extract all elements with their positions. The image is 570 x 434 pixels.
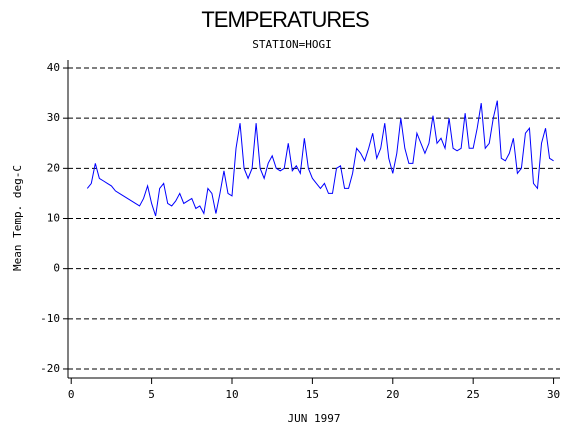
y-tick-label: 0 [53,262,60,275]
y-tick-label: 40 [47,61,60,74]
chart-title: TEMPERATURES [201,7,369,32]
x-tick-label: 20 [386,388,399,401]
chart-subtitle: STATION=HOGI [252,38,331,51]
x-tick-label: 15 [306,388,319,401]
data-line [86,100,554,217]
y-axis-label: Mean Temp. deg-C [11,165,24,271]
y-tick-label: 10 [47,211,60,224]
y-tick-label: 20 [47,161,60,174]
x-tick-label: 10 [225,388,238,401]
x-tick-label: 5 [148,388,155,401]
y-tick-label: 30 [47,111,60,124]
x-axis-label: JUN 1997 [288,412,341,425]
x-tick-label: 30 [547,388,560,401]
x-tick-label: 0 [68,388,75,401]
y-tick-label: -10 [40,312,60,325]
x-tick-label: 25 [467,388,480,401]
y-tick-label: -20 [40,362,60,375]
